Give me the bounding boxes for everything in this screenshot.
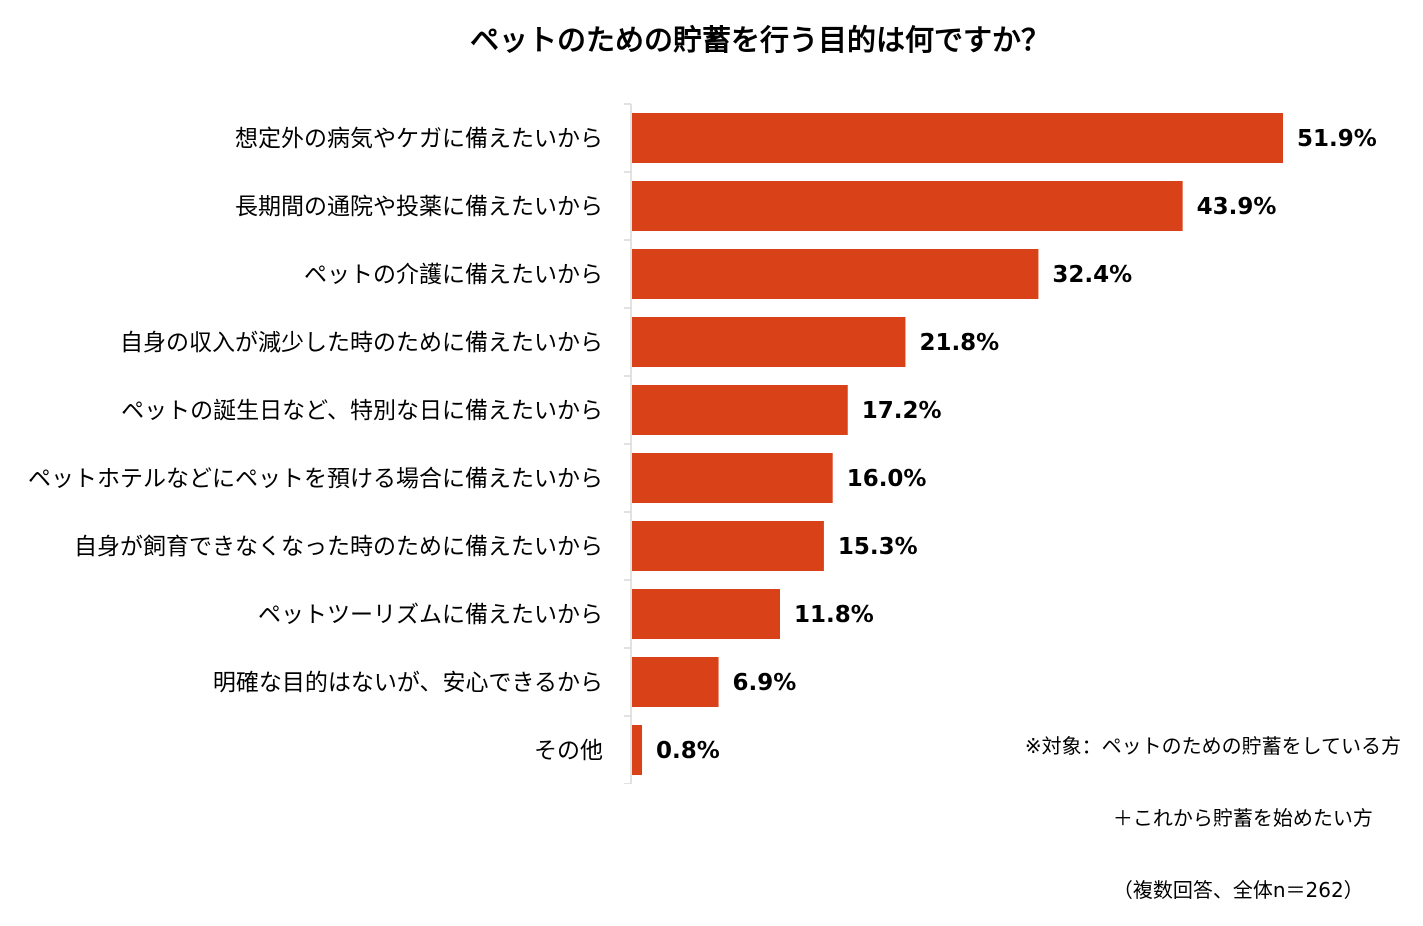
footnote-line-1: ※対象：ペットのための貯蓄をしている方 [1024,734,1401,758]
bar [632,725,643,775]
category-label: 想定外の病気やケガに備えたいから [235,126,603,152]
bar [632,181,1183,231]
data-label: 43.9% [1197,194,1277,220]
data-label: 16.0% [847,466,927,492]
footnote-line-3: （複数回答、全体n＝262） [1112,878,1364,902]
data-label: 11.8% [794,602,874,628]
category-label: 自身の収入が減少した時のために備えたいから [120,330,603,356]
data-label: 51.9% [1297,126,1377,152]
bar [632,453,833,503]
data-label: 6.9% [733,670,797,696]
bar [632,589,781,639]
data-label: 17.2% [862,398,942,424]
footnote: ※対象：ペットのための貯蓄をしている方 ＋これから貯蓄を始めたい方 （複数回答、… [1025,686,1401,926]
bar [632,657,719,707]
data-label: 0.8% [656,738,720,764]
bar [632,249,1039,299]
category-label: 明確な目的はないが、安心できるから [213,670,603,696]
category-label: その他 [534,738,603,764]
data-label: 15.3% [838,534,918,560]
category-label: ペットツーリズムに備えたいから [258,602,603,628]
bar [632,317,906,367]
category-label: ペットの介護に備えたいから [304,262,603,288]
bar [632,521,824,571]
chart-title: ペットのための貯蓄を行う目的は何ですか？ [470,23,1050,57]
bar [632,113,1283,163]
data-label: 32.4% [1052,262,1132,288]
data-label: 21.8% [919,330,999,356]
category-label: 自身が飼育できなくなった時のために備えたいから [74,534,603,560]
bar-chart: ペットのための貯蓄を行う目的は何ですか？ 想定外の病気やケガに備えたいから長期間… [28,23,1377,784]
category-label: ペットホテルなどにペットを預ける場合に備えたいから [28,466,603,492]
footnote-line-2: ＋これから貯蓄を始めたい方 [1112,806,1373,830]
category-label: ペットの誕生日など、特別な日に備えたいから [121,398,603,424]
category-label: 長期間の通院や投薬に備えたいから [235,194,603,220]
bar [632,385,848,435]
